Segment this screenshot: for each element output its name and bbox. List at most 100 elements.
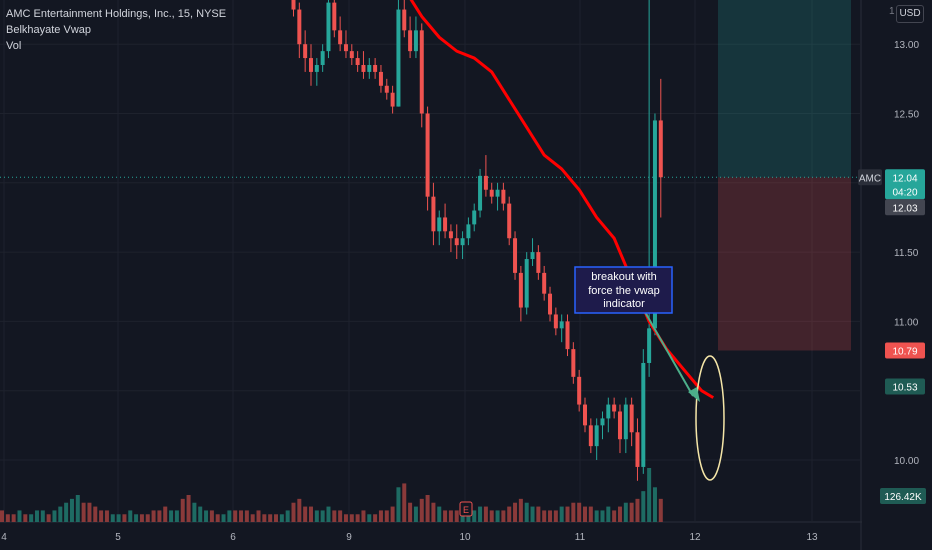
volume-bar <box>239 510 244 522</box>
volume-bar <box>454 510 459 522</box>
currency-prefix: 1 <box>889 6 895 17</box>
volume-bar <box>390 506 395 522</box>
volume-bar <box>425 495 430 522</box>
stop-price-tag-bg <box>885 342 925 359</box>
volume-bar <box>250 514 255 522</box>
time-tick-label: 10 <box>459 532 471 543</box>
candle-body <box>489 189 494 197</box>
chart-title: AMC Entertainment Holdings, Inc., 15, NY… <box>6 8 227 20</box>
volume-bar <box>297 498 302 522</box>
volume-bar <box>553 510 558 522</box>
candle-body <box>314 64 319 72</box>
volume-bar <box>478 506 483 522</box>
volume-bar <box>617 506 622 522</box>
volume-bar <box>594 510 599 522</box>
candle-body <box>524 259 529 308</box>
volume-bar <box>40 510 45 522</box>
candle-body <box>518 272 523 308</box>
volume-bar <box>151 510 156 522</box>
currency-button[interactable]: USD <box>896 5 924 23</box>
candle-body <box>402 9 407 31</box>
candle-body <box>454 238 459 246</box>
candle-body <box>629 404 634 433</box>
symbol-tag-bg <box>858 169 882 186</box>
candle-body <box>658 120 663 178</box>
candle-body <box>472 210 477 225</box>
bid-price-tag-bg <box>885 199 925 216</box>
volume-bar <box>274 514 279 522</box>
candle-body <box>478 175 483 211</box>
candle-body <box>571 349 576 377</box>
price-tick-label: 12.50 <box>894 110 919 121</box>
volume-bar <box>361 510 366 522</box>
volume-bar <box>116 514 121 522</box>
candle-body <box>635 432 640 467</box>
volume-bar <box>320 510 325 522</box>
volume-bar <box>308 506 313 522</box>
volume-bar <box>186 495 191 522</box>
volume-bar <box>326 506 331 522</box>
volume-bar <box>332 510 337 522</box>
volume-bar <box>256 510 261 522</box>
price-tick-label: 11.50 <box>894 248 919 259</box>
earnings-marker-box <box>459 501 473 517</box>
volume-bar <box>402 483 407 522</box>
candle-body <box>308 58 313 72</box>
annotation-arrowhead <box>688 387 700 402</box>
volume-bar <box>489 510 494 522</box>
price-tick-label: 13.00 <box>894 40 919 51</box>
volume-bar <box>378 510 383 522</box>
candle-body <box>641 362 646 467</box>
candle-body <box>513 238 518 273</box>
volume-bar <box>303 506 308 522</box>
volume-bar <box>198 506 203 522</box>
volume-bar <box>577 502 582 522</box>
annotation-box <box>574 266 673 314</box>
candle-body <box>390 92 395 107</box>
candle-body <box>408 30 413 52</box>
vwap-price-tag: 10.53 <box>892 383 917 394</box>
volume-bar <box>559 506 564 522</box>
volume-bar <box>658 498 663 522</box>
volume-bar <box>460 514 465 522</box>
volume-bar <box>483 506 488 522</box>
earnings-marker: E <box>459 501 473 517</box>
candle-body <box>396 9 401 107</box>
candle-body <box>548 293 553 315</box>
volume-bar <box>180 498 185 522</box>
volume-bar <box>641 491 646 522</box>
candle-body <box>437 217 442 232</box>
last-price-tag-bg <box>885 169 925 200</box>
candle-body <box>338 30 343 45</box>
volume-bar <box>169 510 174 522</box>
symbol-tag: AMC <box>859 173 881 184</box>
time-tick-label: 9 <box>346 532 352 543</box>
volume-bar <box>600 510 605 522</box>
candle-body <box>594 425 599 447</box>
candle-body <box>612 404 617 412</box>
indicator-legend[interactable]: Belkhayate Vwap <box>6 24 91 36</box>
volume-bar <box>513 502 518 522</box>
volume-bar <box>530 506 535 522</box>
candle-body <box>617 411 622 440</box>
annotation-text: force the vwap <box>588 285 660 297</box>
volume-bar <box>81 502 86 522</box>
time-tick-label: 13 <box>806 532 818 543</box>
annotation-text: breakout with <box>591 271 656 283</box>
candle-body <box>320 51 325 65</box>
candle-body <box>384 85 389 93</box>
volume-bar <box>64 502 69 522</box>
candle-body <box>291 0 296 10</box>
candle-body <box>303 44 308 59</box>
volume-bar <box>396 487 401 522</box>
volume-bar <box>408 502 413 522</box>
candle-body <box>419 30 424 114</box>
volume-bar <box>244 510 249 522</box>
volume-bar <box>215 514 220 522</box>
bid-price-tag: 12.03 <box>892 203 917 214</box>
candle-body <box>367 64 372 72</box>
candle-body <box>332 2 337 31</box>
volume-legend[interactable]: Vol <box>6 40 22 52</box>
